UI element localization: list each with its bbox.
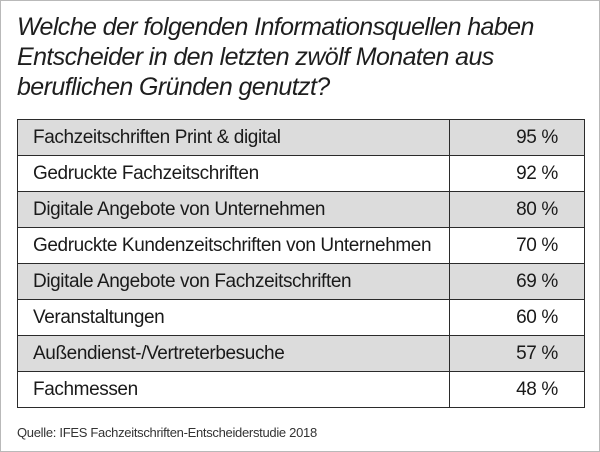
source-note: Quelle: IFES Fachzeitschriften-Entscheid… bbox=[17, 425, 317, 440]
row-label: Veranstaltungen bbox=[17, 299, 450, 336]
table-row: Digitale Angebote von Fachzeitschriften 6… bbox=[17, 263, 585, 300]
row-value: 60 % bbox=[449, 299, 585, 336]
table-row: Fachmessen 48 % bbox=[17, 371, 585, 408]
row-value: 69 % bbox=[449, 263, 585, 300]
row-value: 92 % bbox=[449, 155, 585, 192]
table-row: Außendienst-/Vertreterbesuche 57 % bbox=[17, 335, 585, 372]
results-table-body: Fachzeitschriften Print & digital 95 % Ged… bbox=[17, 119, 585, 408]
row-label: Gedruckte Kundenzeitschriften von Untern… bbox=[17, 227, 450, 264]
row-value: 48 % bbox=[449, 371, 585, 408]
row-label: Gedruckte Fachzeitschriften bbox=[17, 155, 450, 192]
row-value: 70 % bbox=[449, 227, 585, 264]
results-table: Fachzeitschriften Print & digital 95 % Ged… bbox=[17, 119, 585, 408]
row-value: 80 % bbox=[449, 191, 585, 228]
chart-title: Welche der folgenden Informationsquellen… bbox=[17, 13, 534, 101]
row-label: Fachzeitschriften Print & digital bbox=[17, 119, 450, 156]
table-row: Veranstaltungen 60 % bbox=[17, 299, 585, 336]
table-row: Gedruckte Kundenzeitschriften von Untern… bbox=[17, 227, 585, 264]
table-row: Gedruckte Fachzeitschriften 92 % bbox=[17, 155, 585, 192]
row-value: 95 % bbox=[449, 119, 585, 156]
table-row: Fachzeitschriften Print & digital 95 % bbox=[17, 119, 585, 156]
row-label: Außendienst-/Vertreterbesuche bbox=[17, 335, 450, 372]
table-row: Digitale Angebote von Unternehmen 80 % bbox=[17, 191, 585, 228]
row-label: Digitale Angebote von Unternehmen bbox=[17, 191, 450, 228]
row-value: 57 % bbox=[449, 335, 585, 372]
row-label: Fachmessen bbox=[17, 371, 450, 408]
row-label: Digitale Angebote von Fachzeitschriften bbox=[17, 263, 450, 300]
